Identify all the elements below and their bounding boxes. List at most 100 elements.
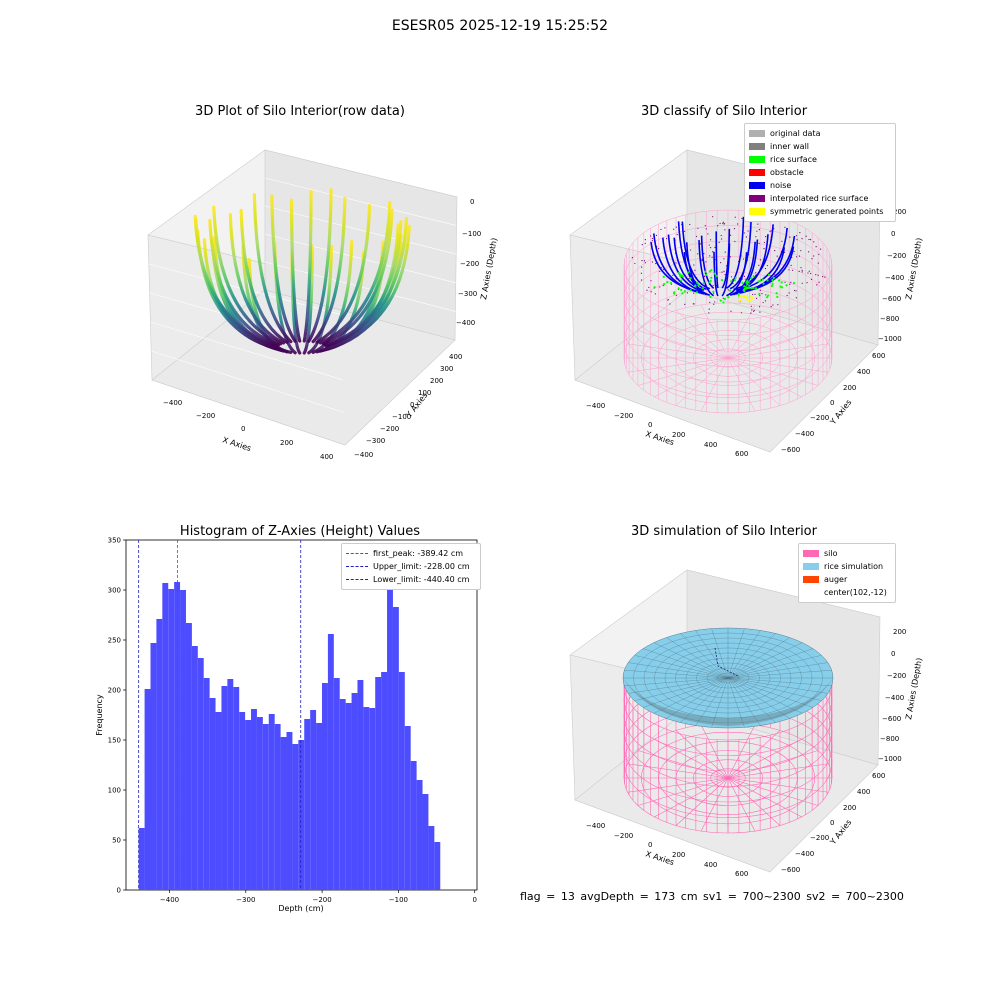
rice-mesh-spoke	[727, 648, 813, 679]
histogram-bar	[156, 619, 163, 890]
classify-x-ticks: −400 −200 0 200 400 600	[586, 402, 748, 458]
rice-surface-point	[681, 292, 684, 295]
interpolated-point	[648, 286, 650, 289]
raw-point-streak	[323, 220, 403, 347]
noise-streak	[725, 216, 745, 289]
legend-line	[346, 579, 368, 580]
rice-mesh-spoke	[653, 642, 729, 679]
histogram-bar	[416, 780, 423, 890]
histogram-ytick-label: 350	[108, 537, 121, 545]
interpolated-point	[734, 240, 736, 243]
interpolated-point	[641, 260, 643, 262]
silo-floor-spoke	[627, 763, 729, 779]
rice-mesh-spoke	[680, 677, 729, 723]
raw-point-streak	[315, 203, 372, 344]
rice-mesh-spoke	[727, 677, 822, 701]
interpolated-point	[669, 303, 671, 305]
interpolated-point	[818, 253, 820, 256]
rice-surface-point	[708, 281, 711, 284]
interpolated-point	[729, 256, 732, 258]
interpolated-point	[755, 297, 758, 299]
raw-ytick: −200	[380, 425, 399, 433]
interpolated-point	[734, 216, 736, 218]
legend-entry: obstacle	[749, 166, 891, 179]
interpolated-point	[753, 310, 755, 312]
interpolated-point	[662, 284, 664, 287]
noise-streak	[698, 240, 715, 297]
interpolated-point	[818, 281, 820, 283]
noise-streak	[677, 221, 707, 291]
interpolated-point	[809, 239, 812, 241]
histogram-xtick-label: −400	[160, 896, 179, 904]
rice-surface-point	[743, 285, 746, 288]
histogram-ytick-label: 250	[108, 637, 121, 645]
interpolated-point	[634, 262, 636, 265]
raw-xtick: −400	[163, 399, 182, 407]
cls-xtick: 400	[704, 441, 717, 449]
histogram-bar	[369, 708, 376, 890]
silo-floor-spoke	[727, 318, 802, 359]
rice-surface-point	[710, 276, 713, 279]
legend-line	[346, 553, 368, 554]
interpolated-point	[816, 284, 818, 286]
interpolated-point	[654, 293, 656, 295]
histogram-bar	[434, 842, 441, 890]
histogram-ytick-label: 50	[112, 837, 121, 845]
interpolated-point	[684, 303, 686, 305]
interpolated-point	[650, 235, 652, 237]
rice-surface-point	[779, 285, 782, 288]
interpolated-point	[796, 239, 798, 241]
rice-surface-point	[741, 281, 744, 284]
rice-surface-point	[767, 294, 770, 297]
silo-floor-spoke	[627, 357, 729, 373]
raw-point-streak	[212, 205, 283, 346]
sim-ztick: 200	[893, 628, 906, 636]
interpolated-point	[759, 289, 761, 291]
interpolated-point	[711, 256, 713, 258]
silo-floor-spoke	[727, 343, 829, 359]
symmetric-point	[739, 299, 742, 302]
interpolated-point	[640, 279, 643, 281]
interpolated-point	[675, 294, 678, 296]
rice-surface-point	[702, 282, 705, 285]
sim-ytick: 0	[830, 819, 834, 827]
rice-mesh-spoke	[634, 655, 729, 679]
rice-surface-point	[775, 292, 778, 295]
cls-ztick: 200	[893, 208, 906, 216]
rice-mesh-spoke	[643, 648, 729, 679]
rice-surface-point	[662, 275, 665, 278]
histogram-bar	[345, 703, 352, 890]
raw-point-streak	[208, 218, 281, 347]
rice-mesh-spoke	[727, 677, 813, 708]
raw-point-streak	[307, 245, 334, 355]
silo-floor-spoke	[654, 318, 729, 359]
rice-surface-point	[720, 278, 724, 282]
raw-y-ticks: 400 300 200 100 0 −100 −200 −300 −400	[354, 353, 462, 459]
histogram-bar	[292, 744, 299, 890]
interpolated-point	[770, 306, 772, 308]
histogram-bar	[298, 740, 305, 890]
histogram-bar	[150, 643, 157, 890]
interpolated-point	[763, 248, 765, 250]
histogram-ylabel: Frequency	[95, 694, 104, 736]
rice-surface-point	[712, 290, 715, 293]
interpolated-point	[722, 221, 725, 223]
histogram-bar	[203, 678, 210, 890]
silo-floor-spoke	[727, 763, 829, 779]
histogram-ytick-label: 300	[108, 587, 121, 595]
rice-surface-point	[734, 276, 737, 279]
rice-surface-point	[771, 278, 774, 282]
interpolated-point	[730, 276, 733, 278]
rice-surface-point	[771, 282, 774, 285]
rice-surface-point	[746, 279, 749, 282]
interpolated-point	[659, 270, 661, 272]
rice-surface-point	[653, 286, 656, 289]
sim-ztick: 0	[891, 650, 895, 658]
grid-line	[264, 233, 456, 284]
interpolated-point	[791, 269, 794, 271]
interpolated-point	[759, 295, 761, 297]
rice-mesh-spoke	[727, 677, 745, 728]
noise-streak	[673, 237, 705, 291]
silo-floor-spoke	[654, 357, 729, 398]
